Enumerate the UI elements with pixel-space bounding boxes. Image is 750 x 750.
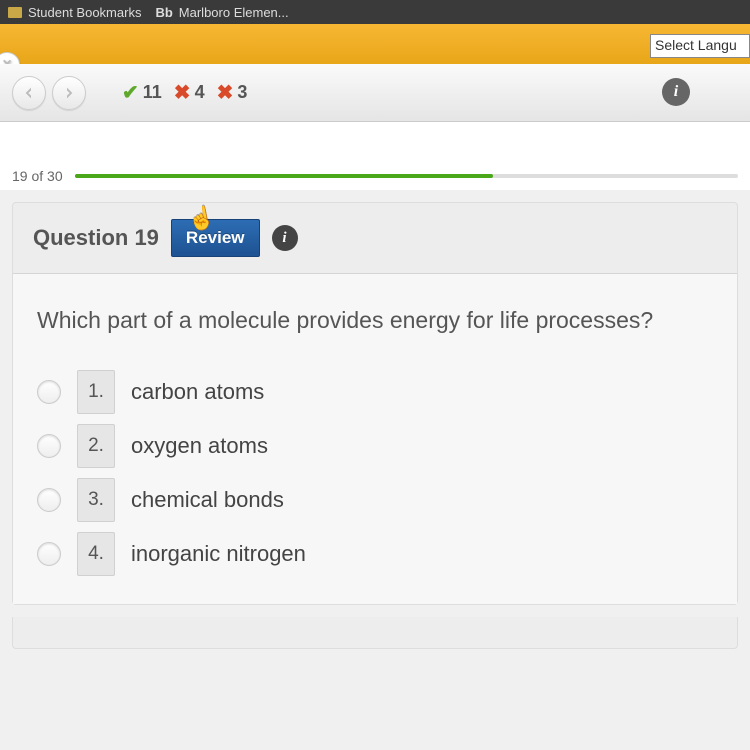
correct-value: 11	[143, 82, 162, 103]
answer-text: carbon atoms	[131, 379, 264, 405]
spacer	[0, 122, 750, 162]
assignment-header: × HW#	[0, 24, 750, 64]
question-header: Question 19 ☝ Review i	[13, 203, 737, 274]
answer-radio[interactable]	[37, 434, 61, 458]
check-icon: ✔	[122, 80, 139, 105]
answer-text: chemical bonds	[131, 487, 284, 513]
bookmark-label: Marlboro Elemen...	[179, 5, 289, 20]
answer-row[interactable]: 4. inorganic nitrogen	[37, 532, 713, 576]
x-icon: ✖	[174, 80, 191, 105]
wrong1-value: 4	[195, 82, 205, 103]
answer-text: inorganic nitrogen	[131, 541, 306, 567]
progress-track	[75, 174, 738, 178]
answer-radio[interactable]	[37, 380, 61, 404]
next-button[interactable]	[52, 76, 86, 110]
toolbar: ✔ 11 ✖ 4 ✖ 3 i Select Langu	[0, 64, 750, 122]
wrong2-value: 3	[237, 82, 247, 103]
bookmark-item[interactable]: Bb Marlboro Elemen...	[155, 5, 288, 20]
answer-row[interactable]: 2. oxygen atoms	[37, 424, 713, 468]
question-body: Which part of a molecule provides energy…	[13, 274, 737, 604]
arrow-left-icon	[21, 85, 37, 101]
bookmark-prefix: Bb	[155, 5, 172, 20]
info-button[interactable]: i	[662, 78, 690, 106]
answer-number: 3.	[77, 478, 115, 522]
wrong-count-1: ✖ 4	[174, 80, 205, 105]
answer-row[interactable]: 3. chemical bonds	[37, 478, 713, 522]
wrong-count-2: ✖ 3	[217, 80, 248, 105]
question-text: Which part of a molecule provides energy…	[37, 306, 713, 336]
review-button[interactable]: ☝ Review	[171, 219, 260, 257]
bookmark-label: Student Bookmarks	[28, 5, 141, 20]
answer-text: oxygen atoms	[131, 433, 268, 459]
arrow-right-icon	[61, 85, 77, 101]
answer-radio[interactable]	[37, 542, 61, 566]
panel-footer	[12, 617, 738, 649]
progress-label: 19 of 30	[12, 168, 63, 184]
answer-row[interactable]: 1. carbon atoms	[37, 370, 713, 414]
bookmark-item[interactable]: Student Bookmarks	[8, 5, 141, 20]
answer-number: 2.	[77, 424, 115, 468]
folder-icon	[8, 7, 22, 18]
language-select[interactable]: Select Langu	[650, 34, 750, 58]
prev-button[interactable]	[12, 76, 46, 110]
question-panel: Question 19 ☝ Review i Which part of a m…	[12, 202, 738, 605]
x-icon: ✖	[217, 80, 234, 105]
answer-radio[interactable]	[37, 488, 61, 512]
answer-number: 1.	[77, 370, 115, 414]
browser-bookmark-bar: Student Bookmarks Bb Marlboro Elemen...	[0, 0, 750, 24]
correct-count: ✔ 11	[122, 80, 162, 105]
question-info-button[interactable]: i	[272, 225, 298, 251]
answer-number: 4.	[77, 532, 115, 576]
cursor-icon: ☝	[186, 204, 218, 234]
answers-list: 1. carbon atoms 2. oxygen atoms 3. chemical b…	[37, 370, 713, 576]
question-title: Question 19	[33, 225, 159, 251]
progress-fill	[75, 174, 493, 178]
score-counts: ✔ 11 ✖ 4 ✖ 3	[122, 80, 247, 105]
progress-row: 19 of 30	[0, 162, 750, 190]
